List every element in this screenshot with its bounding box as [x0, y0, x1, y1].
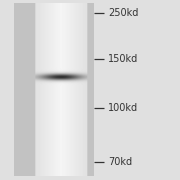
Text: 70kd: 70kd [108, 157, 132, 167]
Text: 250kd: 250kd [108, 8, 138, 18]
Text: 150kd: 150kd [108, 54, 138, 64]
Text: 100kd: 100kd [108, 103, 138, 113]
Bar [14, 4, 94, 176]
